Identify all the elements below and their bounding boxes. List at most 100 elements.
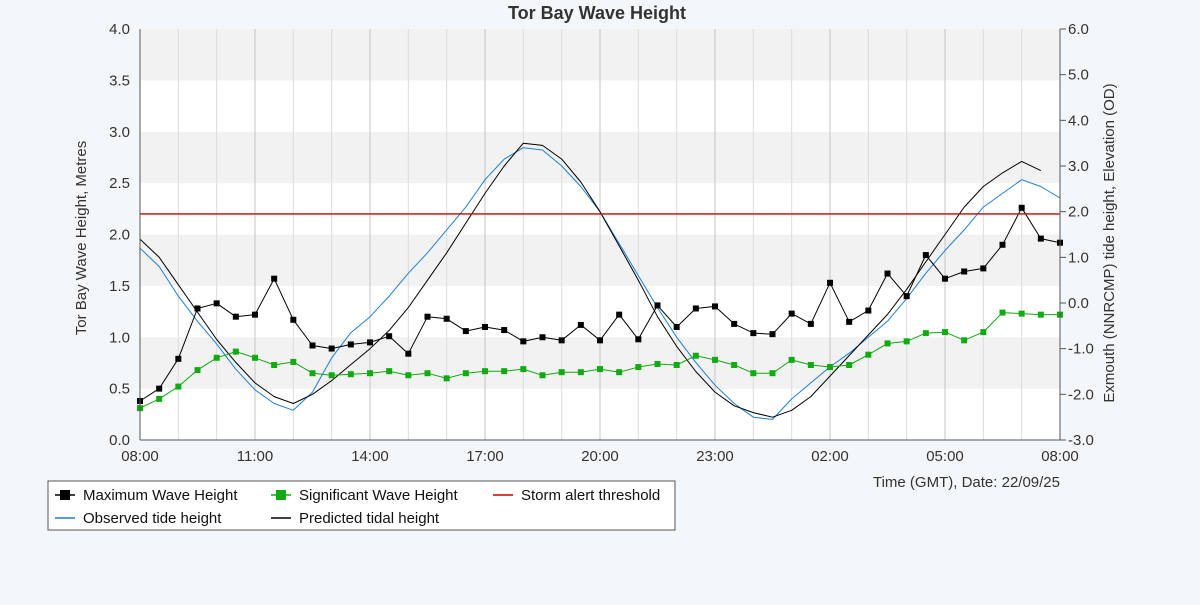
data-point bbox=[788, 310, 795, 317]
data-point bbox=[1037, 311, 1044, 318]
legend-marker bbox=[60, 490, 70, 500]
data-point bbox=[961, 268, 968, 275]
x-tick-label: 08:00 bbox=[1041, 448, 1079, 465]
chart-title: Tor Bay Wave Height bbox=[508, 3, 686, 23]
data-point bbox=[501, 368, 508, 375]
data-point bbox=[922, 252, 929, 259]
y-tick-label: 0.0 bbox=[109, 432, 130, 449]
data-point bbox=[194, 367, 201, 374]
data-point bbox=[961, 337, 968, 344]
legend-label: Predicted tidal height bbox=[299, 510, 440, 527]
data-point bbox=[731, 361, 738, 368]
data-point bbox=[1018, 204, 1025, 211]
x-tick-label: 05:00 bbox=[926, 448, 964, 465]
legend-box bbox=[47, 480, 676, 531]
data-point bbox=[980, 329, 987, 336]
y-tick-label: 0.5 bbox=[109, 381, 130, 398]
y2-tick-label: 3.0 bbox=[1068, 158, 1089, 175]
data-point bbox=[309, 370, 316, 377]
legend-marker bbox=[276, 490, 286, 500]
data-point bbox=[501, 327, 508, 334]
data-point bbox=[520, 366, 527, 373]
x-tick-label: 17:00 bbox=[466, 448, 504, 465]
x-tick-label: 11:00 bbox=[237, 448, 273, 465]
data-point bbox=[980, 265, 987, 272]
data-point bbox=[999, 309, 1006, 316]
data-point bbox=[232, 348, 239, 355]
y2-tick-label: -2.0 bbox=[1068, 386, 1094, 403]
y-tick-label: 1.0 bbox=[109, 329, 130, 346]
data-point bbox=[922, 330, 929, 337]
data-point bbox=[290, 316, 297, 323]
data-point bbox=[616, 311, 623, 318]
y-tick-label: 4.0 bbox=[109, 21, 130, 38]
data-point bbox=[271, 361, 278, 368]
data-point bbox=[347, 341, 354, 348]
data-point bbox=[328, 345, 335, 352]
data-point bbox=[807, 320, 814, 327]
predicted-tidal-height-line bbox=[139, 142, 1042, 418]
data-point bbox=[405, 350, 412, 357]
data-point bbox=[903, 338, 910, 345]
x-tick-label: 20:00 bbox=[581, 448, 619, 465]
data-point bbox=[999, 241, 1006, 248]
data-point bbox=[424, 313, 431, 320]
y-axis-label: Tor Bay Wave Height, Metres bbox=[73, 141, 90, 336]
y2-tick-label: 5.0 bbox=[1068, 67, 1089, 84]
data-point bbox=[807, 361, 814, 368]
data-point bbox=[462, 328, 469, 335]
data-point bbox=[271, 275, 278, 282]
data-point bbox=[175, 355, 182, 362]
data-point bbox=[903, 293, 910, 300]
y2-tick-label: 0.0 bbox=[1068, 295, 1089, 312]
x-tick-label: 14:00 bbox=[351, 448, 389, 465]
data-point bbox=[712, 356, 718, 363]
y-tick-label: 3.5 bbox=[109, 72, 130, 89]
data-point bbox=[654, 360, 661, 367]
data-point bbox=[846, 318, 853, 325]
data-point bbox=[482, 368, 488, 375]
plot-axes: 0.0 0.5 1.0 1.5 2.0 2.5 3.0 3.5 4.0 -3.0 -2.0 -1.0 0… bbox=[109, 21, 1094, 465]
data-point bbox=[884, 340, 891, 347]
data-point bbox=[827, 279, 833, 286]
data-point bbox=[846, 361, 853, 368]
data-point bbox=[769, 370, 776, 377]
data-point bbox=[788, 356, 795, 363]
y-tick-label: 2.0 bbox=[109, 227, 130, 244]
data-point bbox=[539, 372, 546, 379]
data-point bbox=[175, 383, 182, 390]
x-tick-label: 08:00 bbox=[121, 448, 159, 465]
data-point bbox=[328, 372, 335, 379]
data-point bbox=[1018, 310, 1025, 317]
x-tick-label: 02:00 bbox=[811, 448, 849, 465]
data-point bbox=[386, 333, 393, 340]
data-point bbox=[462, 370, 469, 377]
data-point bbox=[827, 364, 833, 371]
data-point bbox=[865, 351, 872, 358]
data-point bbox=[712, 303, 718, 310]
data-point bbox=[884, 270, 891, 277]
data-point bbox=[635, 336, 642, 343]
legend-label: Maximum Wave Height bbox=[83, 487, 238, 504]
data-point bbox=[290, 358, 297, 365]
data-point bbox=[616, 369, 623, 376]
x-tick-label: 23:00 bbox=[696, 448, 734, 465]
data-point bbox=[156, 395, 163, 402]
y2-tick-label: 2.0 bbox=[1068, 204, 1089, 221]
y2-tick-label: 6.0 bbox=[1068, 21, 1089, 38]
data-point bbox=[156, 385, 163, 392]
data-point bbox=[482, 323, 488, 330]
data-point bbox=[1037, 235, 1044, 242]
data-point bbox=[673, 323, 680, 330]
data-point bbox=[443, 315, 450, 322]
data-point bbox=[232, 313, 239, 320]
data-point bbox=[252, 311, 258, 318]
y2-tick-label: -1.0 bbox=[1068, 341, 1094, 358]
x-axis-label: Time (GMT), Date: 22/09/25 bbox=[873, 474, 1060, 491]
y2-tick-label: -3.0 bbox=[1068, 432, 1094, 449]
legend-label: Storm alert threshold bbox=[521, 487, 660, 504]
data-point bbox=[769, 331, 776, 338]
chart-legend: Maximum Wave Height Significant Wave Heig… bbox=[47, 480, 676, 531]
